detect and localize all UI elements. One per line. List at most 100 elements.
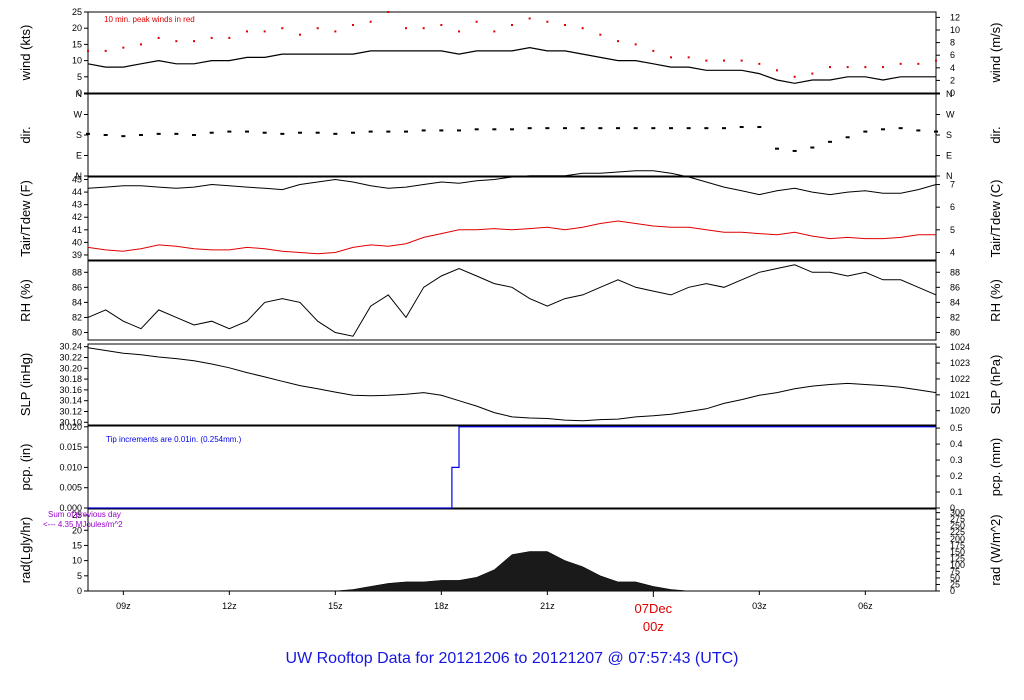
- rad-sum-note: Sum of previous day: [48, 510, 121, 519]
- dir-point: [174, 132, 179, 135]
- wind-peak-point: [369, 20, 372, 23]
- day-date-label: 07Dec: [635, 601, 673, 616]
- dir-rtick-label: N: [946, 89, 953, 99]
- wind-peak-point: [829, 66, 831, 69]
- wind-peak-point: [246, 30, 248, 33]
- wind-peak-point: [263, 30, 266, 33]
- pcp-panel: pcp. (in) pcp. (mm) 0.000 0.005 0.010 0.015 0.…: [18, 422, 1003, 513]
- wind-peak-point: [705, 59, 708, 62]
- rad-sum-value: <--- 4.35 MJoules/m^2: [43, 520, 123, 529]
- wind-peak-point: [793, 75, 796, 78]
- rad-ylabel-right: rad (W/m^2): [988, 514, 1003, 585]
- dir-rtick-label: E: [946, 151, 952, 161]
- rad-rtick-label: 50: [950, 573, 960, 583]
- rad-ytick-label: 25: [72, 510, 82, 520]
- wind-peak-point: [281, 27, 284, 30]
- dir-panel: dir. dir.N NE ES SW WN N: [18, 89, 1003, 181]
- dir-point: [227, 130, 232, 133]
- dir-point: [616, 127, 620, 130]
- wind-peak-point: [157, 36, 160, 39]
- wind-peak-note: 10 min. peak winds in red: [104, 15, 195, 24]
- slp-ytick-label: 30.10: [59, 417, 82, 427]
- pcp-ytick-label: 0.010: [59, 462, 82, 472]
- wind-peak-point: [334, 30, 337, 33]
- wind-peak-point: [617, 40, 619, 43]
- pcp-ytick-label: 0.005: [59, 483, 82, 493]
- slp-rtick-label: 1024: [950, 342, 970, 352]
- slp-ylabel-right: SLP (hPa): [988, 355, 1003, 415]
- wind-peak-point: [758, 62, 761, 65]
- dir-point: [916, 129, 921, 132]
- dir-point: [898, 127, 903, 130]
- dir-point: [457, 129, 461, 132]
- wind-peak-point: [917, 62, 920, 65]
- pcp-note: Tip increments are 0.01in. (0.254mm.): [106, 435, 242, 444]
- dir-point: [775, 147, 779, 150]
- dir-point: [280, 132, 285, 135]
- dir-point: [439, 129, 444, 132]
- slp-ylabel: SLP (inHg): [18, 353, 33, 416]
- temp-ytick-label: 42: [72, 212, 82, 222]
- temp-frame: [87, 176, 937, 261]
- dir-point: [333, 132, 338, 135]
- slp-line: [87, 347, 937, 422]
- rad-rtick-label: 100: [950, 560, 965, 570]
- pcp-rtick-label: 0.3: [950, 455, 963, 465]
- wind-peak-point: [475, 20, 478, 23]
- temp-panel: Tair/Tdew (F) Tair/Tdew (C)39404142434445…: [18, 170, 1003, 261]
- rad-panel: rad(Lgly/hr) rad (W/m^2)05101520250255075…: [18, 508, 1003, 596]
- wind-peak-point: [634, 43, 637, 46]
- rad-rtick-label: 25: [950, 579, 960, 589]
- wind-peak-point: [528, 17, 531, 20]
- dir-ytick-label: E: [76, 151, 82, 161]
- wind-peak-point: [581, 27, 584, 30]
- wind-rtick-label: 4: [950, 63, 955, 73]
- wind-peak-point: [493, 30, 496, 33]
- slp-panel: SLP (inHg) SLP (hPa)30.1030.1230.1430.163…: [18, 342, 1003, 428]
- wind-peak-point: [122, 46, 125, 49]
- rh-panel: RH (%) RH (%) 80 82 84 86 88 80 82 84 86 88: [18, 260, 1003, 341]
- dir-ytick-label: S: [76, 130, 82, 140]
- rad-rtick-label: 225: [950, 527, 965, 537]
- temp-air-line: [87, 170, 937, 196]
- slp-ytick-label: 30.18: [59, 374, 82, 384]
- wind-peak-point: [546, 20, 549, 23]
- dir-point: [192, 134, 196, 136]
- wind-ylabel-right: wind (m/s): [988, 23, 1003, 84]
- wind-peak-point: [776, 69, 778, 72]
- dir-point: [810, 146, 815, 149]
- wind-peak-point: [458, 30, 460, 33]
- dir-point: [421, 129, 426, 132]
- x-tick-label: 03z: [752, 601, 767, 611]
- wind-peak-point: [740, 59, 743, 62]
- dir-point: [580, 127, 585, 130]
- rad-rtick-label: 150: [950, 547, 965, 557]
- rh-ylabel: RH (%): [18, 279, 33, 322]
- pcp-rtick-label: 0.4: [950, 439, 963, 449]
- wind-peak-point: [422, 27, 425, 30]
- wind-peak-point: [193, 40, 195, 43]
- dir-point: [722, 127, 726, 130]
- dir-point: [298, 131, 302, 134]
- slp-rtick-label: 1020: [950, 406, 970, 416]
- pcp-rtick-label: 0.1: [950, 487, 963, 497]
- dir-rtick-label: S: [946, 130, 952, 140]
- pcp-ylabel-right: pcp. (mm): [988, 438, 1003, 497]
- wind-panel: wind (kts) wind (m/s) 0 5 10 15 20 25 0 2 4 6 8 10 12 1…: [18, 7, 1003, 98]
- slp-rtick-label: 1023: [950, 358, 970, 368]
- wind-peak-point: [387, 11, 390, 13]
- dir-point: [510, 128, 514, 131]
- rad-rtick-label: 175: [950, 540, 965, 550]
- dir-point: [86, 132, 90, 135]
- slp-ytick-label: 30.24: [59, 342, 82, 352]
- dir-point: [209, 131, 214, 134]
- rad-ytick-label: 20: [72, 525, 82, 535]
- dir-point: [757, 126, 762, 129]
- dir-point: [386, 130, 391, 133]
- x-tick-label: 18z: [434, 601, 449, 611]
- dir-point: [245, 130, 249, 133]
- rad-ylabel: rad(Lgly/hr): [18, 517, 33, 583]
- rh-ytick-label: 88: [72, 267, 82, 277]
- pcp-ylabel: pcp. (in): [18, 444, 33, 491]
- x-tick-label: 15z: [328, 601, 343, 611]
